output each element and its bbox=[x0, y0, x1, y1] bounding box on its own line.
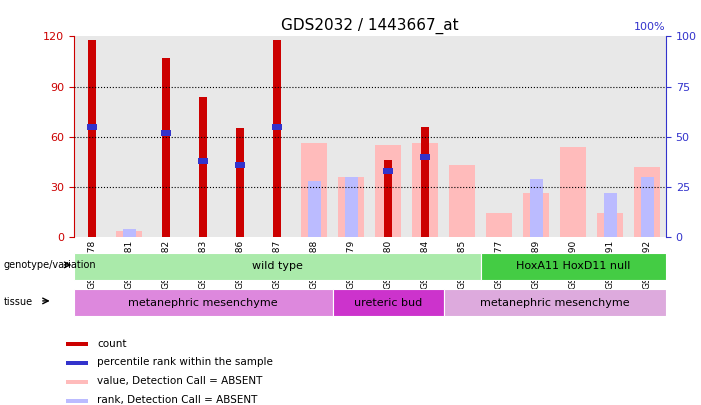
Bar bbox=[530, 179, 543, 237]
Bar bbox=[641, 177, 654, 237]
Bar bbox=[74, 253, 481, 280]
Bar bbox=[384, 160, 393, 237]
Bar bbox=[235, 162, 245, 168]
Text: genotype/variation: genotype/variation bbox=[4, 260, 96, 270]
Bar bbox=[444, 36, 481, 237]
Bar bbox=[296, 36, 333, 237]
Text: ureteric bud: ureteric bud bbox=[354, 298, 423, 308]
Text: rank, Detection Call = ABSENT: rank, Detection Call = ABSENT bbox=[97, 395, 257, 405]
Text: value, Detection Call = ABSENT: value, Detection Call = ABSENT bbox=[97, 376, 262, 386]
Bar bbox=[524, 193, 550, 237]
Bar bbox=[481, 253, 666, 280]
Bar bbox=[383, 168, 393, 174]
Bar bbox=[74, 36, 111, 237]
Text: count: count bbox=[97, 339, 127, 349]
Bar bbox=[555, 36, 592, 237]
Bar bbox=[592, 36, 629, 237]
Bar bbox=[198, 158, 208, 164]
Text: tissue: tissue bbox=[4, 297, 33, 307]
Text: HoxA11 HoxD11 null: HoxA11 HoxD11 null bbox=[516, 261, 631, 271]
Bar bbox=[308, 181, 321, 237]
Bar bbox=[420, 154, 430, 160]
Text: percentile rank within the sample: percentile rank within the sample bbox=[97, 357, 273, 367]
Title: GDS2032 / 1443667_at: GDS2032 / 1443667_at bbox=[281, 17, 458, 34]
Bar bbox=[222, 36, 259, 237]
Bar bbox=[116, 231, 142, 237]
Bar bbox=[407, 36, 444, 237]
Text: metanephric mesenchyme: metanephric mesenchyme bbox=[128, 298, 278, 308]
Bar bbox=[560, 147, 586, 237]
Bar bbox=[370, 36, 407, 237]
Text: metanephric mesenchyme: metanephric mesenchyme bbox=[480, 298, 629, 308]
Bar bbox=[486, 213, 512, 237]
Bar bbox=[333, 36, 370, 237]
Bar bbox=[375, 145, 401, 237]
Bar bbox=[412, 143, 438, 237]
Bar bbox=[199, 97, 207, 237]
Bar bbox=[66, 399, 88, 403]
Bar bbox=[148, 36, 184, 237]
Bar bbox=[604, 193, 617, 237]
Bar bbox=[333, 289, 444, 316]
Bar bbox=[634, 167, 660, 237]
Bar bbox=[259, 36, 296, 237]
Bar bbox=[66, 343, 88, 346]
Bar bbox=[74, 289, 333, 316]
Bar bbox=[629, 36, 666, 237]
Bar bbox=[597, 213, 623, 237]
Bar bbox=[272, 124, 283, 130]
Bar bbox=[87, 124, 97, 130]
Bar bbox=[236, 128, 244, 237]
Bar bbox=[88, 40, 96, 237]
Text: 100%: 100% bbox=[634, 22, 666, 32]
Bar bbox=[481, 36, 518, 237]
Bar bbox=[339, 177, 365, 237]
Bar bbox=[111, 36, 148, 237]
Bar bbox=[123, 229, 135, 237]
Bar bbox=[162, 58, 170, 237]
Text: wild type: wild type bbox=[252, 261, 303, 271]
Bar bbox=[518, 36, 555, 237]
Bar bbox=[184, 36, 222, 237]
Bar bbox=[449, 165, 475, 237]
Bar bbox=[66, 380, 88, 384]
Bar bbox=[345, 177, 358, 237]
Bar bbox=[421, 127, 430, 237]
Bar bbox=[444, 289, 666, 316]
Bar bbox=[66, 361, 88, 365]
Bar bbox=[161, 130, 171, 136]
Bar bbox=[273, 40, 281, 237]
Bar bbox=[301, 143, 327, 237]
